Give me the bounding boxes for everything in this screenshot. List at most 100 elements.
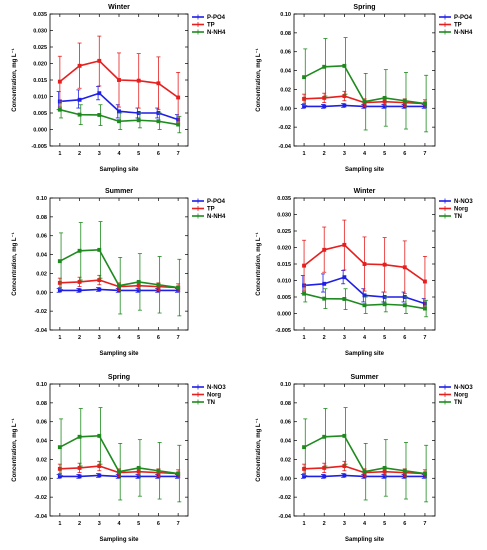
data-point [136,78,141,83]
data-point [362,469,367,474]
legend-label: N-NH4 [207,214,226,220]
data-point [77,465,82,470]
y-axis-title: Concentration, mg L⁻¹ [11,418,18,482]
data-point [322,296,327,301]
y-tick-label: 0.02 [36,271,47,277]
y-tick-label: 0.10 [36,196,47,202]
data-point [302,75,307,80]
x-tick-label: 4 [363,335,367,341]
x-tick-label: 2 [323,335,326,341]
x-tick-label: 2 [78,521,81,527]
x-tick-label: 3 [98,335,101,341]
data-point [342,275,347,280]
data-point [117,469,121,474]
x-axis-title: Sampling site [99,167,139,173]
y-axis-title: Concentration, mg L⁻¹ [255,418,262,482]
data-point [302,291,307,296]
y-tick-label: 0.025 [33,45,47,51]
x-tick-label: 1 [58,151,61,157]
data-point [136,118,141,123]
data-point [302,474,307,479]
data-point [77,279,82,284]
y-tick-label: -0.005 [31,144,47,150]
data-point [97,58,102,63]
series-tn [57,407,182,503]
plot-frame [293,13,436,147]
series-n-nh4 [302,37,429,133]
data-point [77,112,82,117]
y-tick-label: 0.035 [33,12,47,18]
x-tick-label: 1 [303,521,306,527]
data-point [136,465,141,470]
data-point [322,434,327,439]
y-tick-label: 0.005 [277,295,291,301]
y-tick-label: 0.030 [33,29,47,35]
y-tick-label: 0.06 [36,234,47,240]
y-tick-label: -0.04 [34,514,47,520]
legend-label: TP [207,23,215,29]
x-axis-title: Sampling site [99,537,139,543]
x-tick-label: 3 [343,151,346,157]
y-tick-label: 0.08 [36,215,47,221]
data-point [176,471,181,476]
x-tick-label: 3 [98,521,101,527]
series-tn [302,407,429,503]
y-tick-label: -0.04 [278,144,291,150]
data-point [302,104,307,109]
data-point [97,278,102,282]
data-point [322,474,327,479]
data-point [156,468,161,473]
data-point [322,64,327,69]
y-tick-label: -0.02 [34,495,47,501]
y-tick-label: 0.025 [277,229,291,235]
data-point [342,473,347,478]
chart-title: Summer [350,374,378,381]
x-tick-label: 4 [363,151,367,157]
chart-svg: Winter -0.005 0.000 0.005 0.010 0.015 0.020 0.0… [255,188,473,357]
data-point [322,104,327,109]
data-point [97,464,102,468]
x-tick-label: 2 [323,521,326,527]
y-tick-label: 0.06 [280,420,291,426]
data-point [322,465,327,470]
plot-frame [293,383,436,517]
data-point [302,263,307,268]
data-point [382,302,387,307]
x-tick-label: 7 [177,151,180,157]
legend-label: P-PO4 [454,15,473,21]
data-point [382,262,387,267]
chart-panel-spring-nitrogen: Spring -0.04 -0.02 0.00 0.02 0.04 0.06 0.08 0.10… [0,370,240,550]
chart-svg: Winter -0.005 0.000 0.005 0.010 0.015 0.020 0.0… [11,4,226,173]
chart-title: Spring [353,4,375,11]
x-axis-title: Sampling site [345,537,385,543]
y-tick-label: -0.02 [34,309,47,315]
data-point [422,306,427,311]
y-tick-label: 0.015 [277,262,291,268]
data-point [342,297,347,301]
legend-entry: P-PO4 [439,14,473,21]
data-point [422,279,427,284]
data-point [402,98,407,103]
y-tick-label: -0.005 [275,328,291,334]
x-tick-label: 7 [423,521,426,527]
legend-label: Norg [454,207,468,213]
chart-title: Summer [105,188,133,195]
legend-label: Norg [207,393,221,399]
legend-entry: N-NO3 [439,384,473,391]
data-point [422,471,427,476]
data-point [342,464,347,468]
series-n-nh4 [57,221,182,317]
plot-frame [49,197,189,331]
x-tick-label: 2 [323,151,326,157]
y-tick-label: 0.000 [277,312,291,318]
data-point [117,283,121,288]
legend-entry: Norg [439,392,468,399]
chart-svg: Summer -0.04 -0.02 0.00 0.02 0.04 0.06 0.08 0.10… [11,188,226,357]
data-point [77,248,82,253]
legend-label: N-NO3 [207,385,226,391]
legend-entry: N-NH4 [192,29,226,36]
data-point [362,293,367,298]
data-point [57,474,62,479]
y-tick-label: 0.010 [33,95,47,101]
legend-entry: TN [439,399,462,406]
